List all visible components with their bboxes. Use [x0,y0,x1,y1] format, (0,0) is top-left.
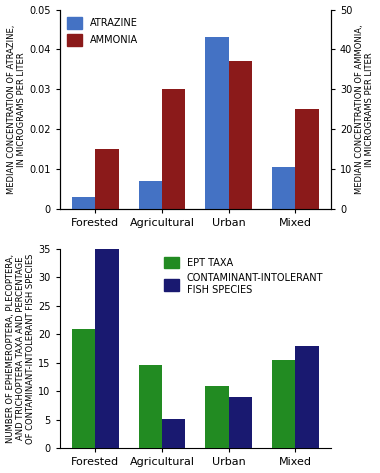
Legend: EPT TAXA, CONTAMINANT-INTOLERANT
FISH SPECIES: EPT TAXA, CONTAMINANT-INTOLERANT FISH SP… [161,254,326,298]
Bar [162,89,185,209]
Bar [295,109,318,209]
Bar [272,360,295,448]
Bar [139,365,162,448]
Bar [295,346,318,448]
Bar [72,197,95,209]
Bar [139,181,162,209]
Y-axis label: MEDIAN CONCENTRATION OF ATRAZINE,
IN MICROGRAMS PER LITER: MEDIAN CONCENTRATION OF ATRAZINE, IN MIC… [7,25,26,194]
Bar [205,37,229,209]
Bar [72,329,95,448]
Legend: ATRAZINE, AMMONIA: ATRAZINE, AMMONIA [65,14,141,49]
Y-axis label: NUMBER OF EPHEMEROPTERA, PLECOPTERA,
AND TRICHOPTERA TAXA AND PERCENTAGE
OF CONT: NUMBER OF EPHEMEROPTERA, PLECOPTERA, AND… [6,254,35,444]
Bar [95,149,119,209]
Bar [272,167,295,209]
Bar [229,396,252,448]
Bar [205,385,229,448]
Bar [95,249,119,448]
Y-axis label: MEDIAN CONCENTRATION OF AMMONIA,
IN MICROGRAMS PER LITER: MEDIAN CONCENTRATION OF AMMONIA, IN MICR… [355,25,374,194]
Bar [229,61,252,209]
Bar [162,419,185,448]
